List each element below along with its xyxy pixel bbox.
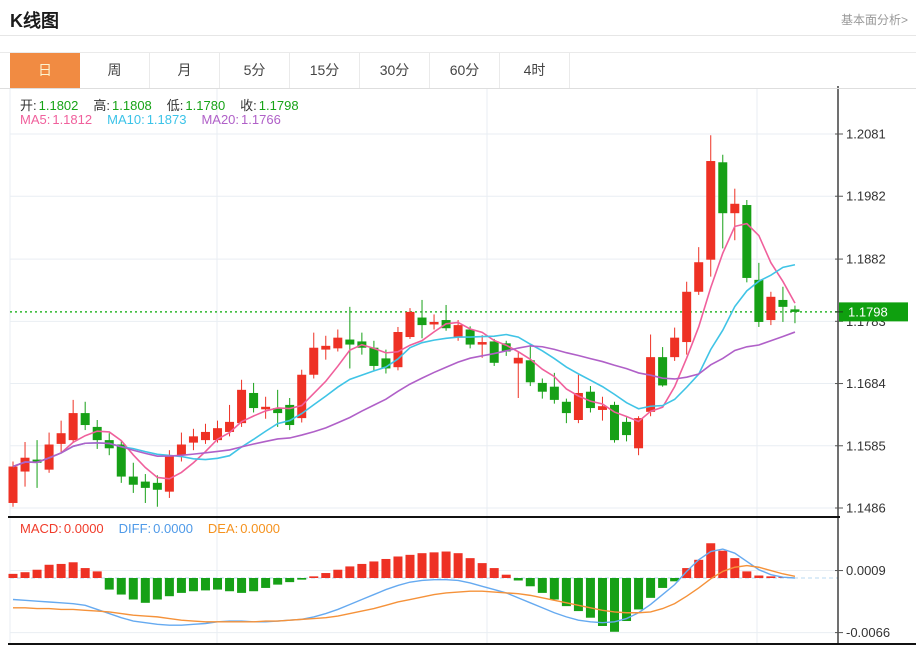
macd-tick-label: 0.0009 (846, 563, 886, 578)
ohlc-readout-row: 开: 1.1802 高: 1.1808 低: 1.1780 收: 1.1798 (20, 95, 314, 114)
ma-ma10-label: MA10: (107, 112, 145, 127)
tab-5min[interactable]: 5分 (220, 53, 290, 88)
tab-30min[interactable]: 30分 (360, 53, 430, 88)
current-price-label: 1.1798 (848, 304, 888, 319)
quote-open-label: 开: (20, 98, 37, 113)
quote-high: 高: 1.1808 (93, 98, 151, 113)
macd-dea-label: DEA: (207, 521, 239, 536)
tab-4h[interactable]: 4时 (500, 53, 570, 88)
quote-close-label: 收: (240, 98, 257, 113)
tab-60min[interactable]: 60分 (430, 53, 500, 88)
dea-line (13, 564, 796, 623)
y-tick-label: 1.1982 (846, 189, 886, 204)
page-title: K线图 (10, 11, 59, 31)
tab-15min[interactable]: 15分 (290, 53, 360, 88)
tab-week[interactable]: 周 (80, 53, 150, 88)
macd-dea-value: 0.0000 (240, 521, 281, 536)
grid-lines (9, 88, 838, 644)
ma-ma10-value: 1.1873 (146, 112, 187, 127)
quote-open: 开: 1.1802 (20, 98, 78, 113)
ma-ma5-label: MA5: (20, 112, 51, 127)
quote-open-value: 1.1802 (38, 98, 79, 113)
candles-layer (8, 135, 800, 507)
macd-diff-value: 0.0000 (153, 521, 193, 536)
macd-macd-label: MACD: (20, 521, 62, 536)
quote-low-label: 低: (166, 98, 184, 113)
y-tick-label: 1.1882 (846, 252, 886, 267)
ma-ma20-label: MA20: (201, 112, 240, 127)
macd-panel (8, 543, 838, 632)
ma-ma10: MA10: 1.1873 (107, 112, 186, 127)
quote-low: 低: 1.1780 (167, 98, 225, 113)
tab-month[interactable]: 月 (150, 53, 220, 88)
ma20-line (12, 331, 796, 468)
quote-close: 收: 1.1798 (240, 98, 298, 113)
macd-readout-row: MACD: 0.0000 DIFF: 0.0000 DEA: 0.0000 (20, 521, 295, 536)
current-price-badge: 1.1798 (835, 302, 908, 322)
macd-tick-label: -0.0066 (846, 625, 890, 640)
quote-high-label: 高: (93, 98, 111, 113)
ma10-line (12, 263, 796, 468)
period-tab-bar: 日周月 5分 15分 30分 60分 4时 (0, 52, 916, 89)
y-tick-label: 1.2081 (846, 127, 886, 142)
ma-ma20: MA20: 1.1766 (201, 112, 280, 127)
quote-close-value: 1.1798 (258, 98, 299, 113)
tab-day[interactable]: 日 (10, 53, 80, 88)
y-tick-label: 1.1585 (846, 438, 886, 453)
quote-high-value: 1.1808 (112, 98, 152, 113)
price-axis: 1.20811.19821.18821.17831.16841.15851.14… (835, 127, 890, 640)
ma-lines (12, 222, 796, 480)
ma-ma5-value: 1.1812 (52, 112, 93, 127)
panel-borders (8, 86, 916, 645)
fundamental-analysis-link[interactable]: 基本面分析> (840, 13, 908, 27)
macd-macd: MACD: 0.0000 (20, 521, 104, 536)
diff-line (12, 548, 795, 626)
quote-low-value: 1.1780 (185, 98, 226, 113)
ma-ma5: MA5: 1.1812 (20, 112, 92, 127)
macd-dea: DEA: 0.0000 (208, 521, 280, 536)
ma-ma20-value: 1.1766 (241, 112, 281, 127)
y-tick-label: 1.1486 (846, 501, 886, 516)
macd-macd-value: 0.0000 (63, 521, 104, 536)
y-tick-label: 1.1684 (846, 376, 886, 391)
ma-readout-row: MA5: 1.1812 MA10: 1.1873 MA20: 1.1766 (20, 112, 296, 127)
title-divider (0, 35, 916, 36)
macd-diff: DIFF: 0.0000 (119, 521, 193, 536)
macd-diff-label: DIFF: (118, 521, 152, 536)
